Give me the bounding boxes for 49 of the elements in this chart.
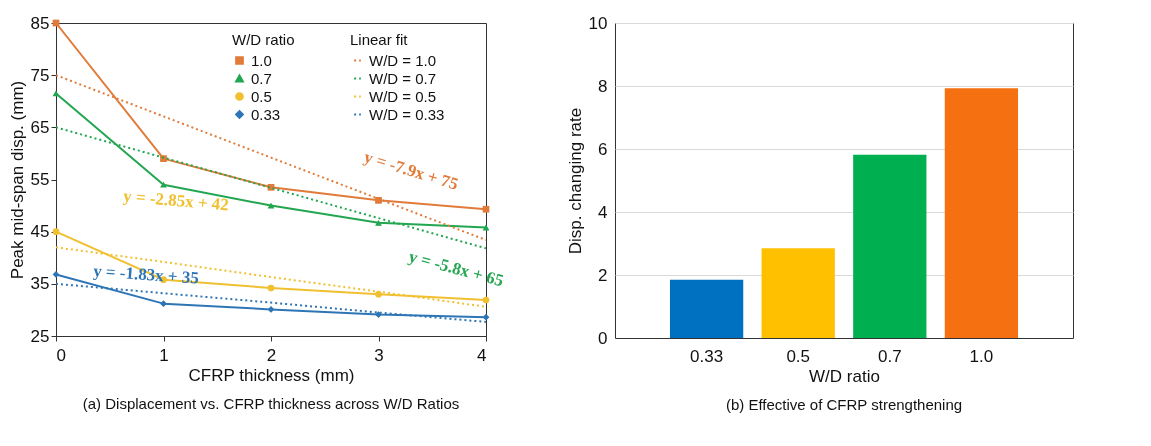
point — [160, 155, 167, 162]
text: (a) Displacement vs. CFRP thickness across W/D Ratios — [82, 395, 460, 412]
bar — [853, 154, 927, 338]
x-tick-label: 1.0 — [969, 346, 994, 366]
point — [160, 300, 167, 308]
y-tick-label: 65 — [30, 117, 50, 137]
annotation: y = -7.9x + 75 — [361, 147, 461, 194]
x-axis-title: W/D ratio — [809, 366, 880, 386]
legend-title: W/D ratio — [232, 31, 295, 48]
point — [375, 311, 382, 318]
text: (b) Effective of CFRP strengthening — [725, 396, 963, 413]
legend-label: 0.33 — [251, 105, 281, 123]
bar — [761, 248, 835, 338]
x-tick-label: 0.5 — [786, 346, 811, 366]
x-tick-label: 0.33 — [690, 346, 724, 366]
x-tick-label: 2 — [266, 345, 277, 365]
y-tick-label: 0 — [598, 328, 608, 348]
y-axis-title: Disp. changing rate — [565, 107, 585, 255]
legend-label: 0.7 — [251, 69, 272, 87]
y-tick-label: 25 — [30, 326, 50, 346]
y-tick-label: 8 — [598, 76, 608, 96]
y-axis-title: Peak mid-span disp. (mm) — [7, 80, 27, 280]
annotation: y = -5.8x + 65 — [406, 246, 506, 291]
y-tick-label: 75 — [30, 65, 50, 85]
x-tick-label: 4 — [477, 345, 487, 365]
y-tick-label: 2 — [598, 265, 608, 285]
annotation: y = -1.83x + 35 — [92, 261, 200, 288]
y-tick-label: 85 — [30, 13, 50, 33]
x-tick-label: 0 — [56, 345, 66, 365]
x-tick-label: 1 — [159, 345, 169, 365]
y-tick-label: 35 — [30, 274, 50, 294]
legend-label: W/D = 0.33 — [369, 105, 445, 123]
annotation: Linear fit — [350, 31, 409, 48]
annotation: y = -2.85x + 42 — [122, 186, 230, 215]
x-tick-label: 0.7 — [877, 346, 902, 366]
legend-label: 0.5 — [251, 87, 272, 105]
y-tick-label: 10 — [588, 13, 608, 33]
legend-label: W/D = 1.0 — [369, 51, 437, 69]
y-tick-label: 45 — [30, 222, 50, 242]
bar — [944, 88, 1019, 338]
legend-label: W/D = 0.7 — [369, 69, 437, 87]
x-axis-title: CFRP thickness (mm) — [188, 365, 355, 385]
y-tick-label: 4 — [598, 202, 608, 222]
bar — [669, 279, 744, 338]
legend-label: W/D = 0.5 — [369, 87, 437, 105]
y-tick-label: 6 — [598, 139, 608, 159]
x-tick-label: 3 — [374, 345, 384, 365]
y-tick-label: 55 — [30, 170, 50, 189]
legend-label: 1.0 — [251, 51, 272, 69]
